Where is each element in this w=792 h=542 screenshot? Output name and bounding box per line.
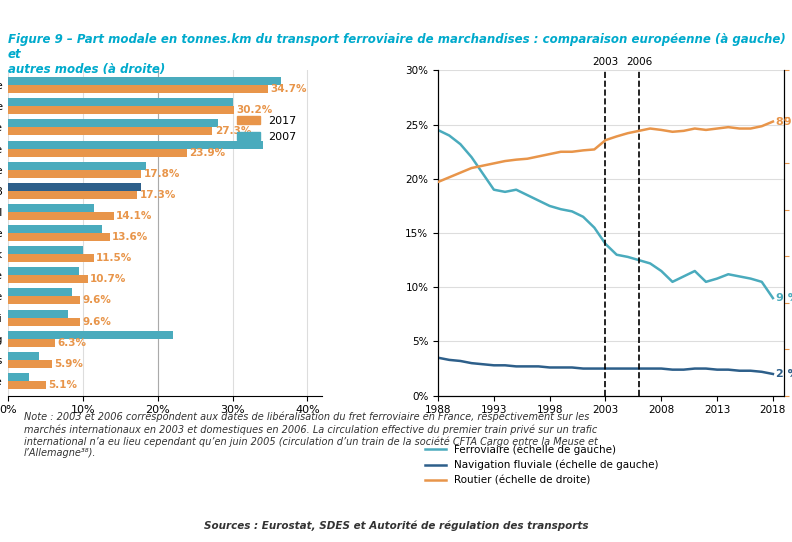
Text: 6.3%: 6.3% (57, 338, 86, 347)
Bar (8, 106, 234, 114)
Text: 11.5%: 11.5% (97, 253, 132, 263)
Bar (8, 339, 55, 347)
Text: 9 %: 9 % (776, 293, 792, 303)
Bar (8, 162, 147, 170)
Bar (8, 98, 233, 106)
Text: 13.6%: 13.6% (112, 232, 148, 242)
Bar (8, 85, 268, 93)
Bar (8, 360, 52, 368)
Bar (8, 204, 94, 212)
Bar (8, 331, 173, 339)
Text: 2006: 2006 (626, 57, 652, 67)
Bar (8, 288, 71, 296)
Bar (8, 233, 110, 241)
Bar (8, 296, 80, 305)
Bar (8, 149, 187, 157)
Text: 2 %: 2 % (776, 369, 792, 379)
Bar (8, 254, 94, 262)
Bar (8, 352, 40, 360)
Bar (8, 77, 281, 85)
Bar (8, 212, 113, 220)
Text: 2003: 2003 (592, 57, 619, 67)
Legend: 2017, 2007: 2017, 2007 (233, 112, 301, 146)
Bar (8, 127, 212, 136)
Text: 5.1%: 5.1% (48, 380, 78, 390)
Bar (8, 225, 101, 233)
Bar (8, 119, 218, 127)
Text: 27.3%: 27.3% (215, 126, 251, 137)
Text: 34.7%: 34.7% (270, 84, 307, 94)
Bar (8, 267, 79, 275)
Text: 89 %: 89 % (776, 117, 792, 127)
Legend: Ferroviaire (échelle de gauche), Navigation fluviale (échelle de gauche), Routie: Ferroviaire (échelle de gauche), Navigat… (421, 440, 663, 489)
Bar (8, 381, 46, 389)
Bar (8, 318, 80, 326)
Text: Sources : Eurostat, SDES et Autorité de régulation des transports: Sources : Eurostat, SDES et Autorité de … (204, 520, 588, 531)
Text: 9.6%: 9.6% (82, 295, 111, 306)
Text: Note : 2003 et 2006 correspondent aux dates de libéralisation du fret ferroviair: Note : 2003 et 2006 correspondent aux da… (24, 412, 598, 459)
Text: 17.3%: 17.3% (139, 190, 176, 200)
Bar (8, 373, 29, 381)
Bar (8, 275, 88, 283)
Text: 9.6%: 9.6% (82, 317, 111, 326)
Text: 10.7%: 10.7% (90, 274, 127, 285)
Text: 14.1%: 14.1% (116, 211, 152, 221)
Text: 5.9%: 5.9% (55, 359, 83, 369)
Bar (8, 309, 68, 318)
Text: 23.9%: 23.9% (189, 147, 225, 158)
Bar (8, 183, 141, 191)
Text: Figure 9 – Part modale en tonnes.km du transport ferroviaire de marchandises : c: Figure 9 – Part modale en tonnes.km du t… (8, 33, 786, 75)
Bar (8, 191, 138, 199)
Bar (8, 170, 141, 178)
Text: 17.8%: 17.8% (143, 169, 180, 179)
Bar (8, 246, 83, 254)
Bar (8, 140, 263, 149)
Text: 30.2%: 30.2% (236, 105, 272, 115)
